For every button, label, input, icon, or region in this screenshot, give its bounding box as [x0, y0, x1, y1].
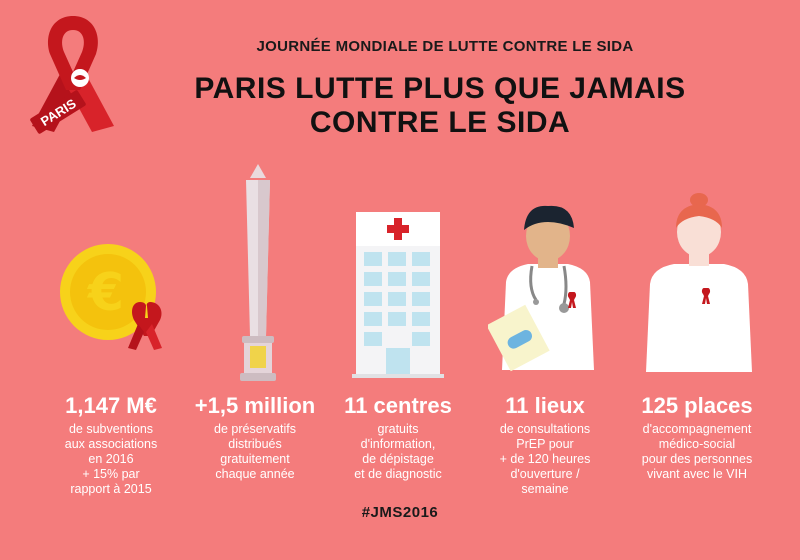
stat-value: 1,147 M€: [65, 393, 157, 418]
title-line-1: PARIS LUTTE PLUS QUE JAMAIS: [194, 72, 686, 105]
stat-subsidies: 1,147 M€ de subventions aux associations…: [36, 392, 186, 497]
hospital-icon: [352, 212, 444, 378]
stat-value: 11 centres: [344, 393, 452, 418]
svg-text:€: €: [87, 263, 124, 323]
stat-value: +1,5 million: [194, 393, 316, 418]
nurse-icon: [646, 193, 752, 372]
red-ribbon-logo-icon: PARIS: [30, 16, 114, 134]
page-subtitle: JOURNÉE MONDIALE DE LUTTE CONTRE LE SIDA: [256, 38, 634, 55]
doctor-icon: [488, 205, 594, 372]
euro-coin-icon: €: [60, 244, 162, 350]
stat-value: 11 lieux: [505, 393, 585, 418]
stat-places: 125 places d'accompagnement médico-socia…: [622, 392, 772, 482]
obelisk-icon: [240, 164, 276, 381]
stat-description: d'accompagnement médico-social pour des …: [641, 422, 753, 481]
stat-value: 125 places: [641, 393, 753, 418]
stat-description: de consultations PrEP pour + de 120 heur…: [499, 422, 591, 496]
page-title: PARIS LUTTE PLUS QUE JAMAIS CONTRE LE SI…: [120, 72, 760, 140]
stat-description: de préservatifs distribués gratuitement …: [214, 422, 296, 481]
stat-condoms: +1,5 million de préservatifs distribués …: [180, 392, 330, 482]
stat-centres: 11 centres gratuits d'information, de dé…: [323, 392, 473, 482]
title-line-2: CONTRE LE SIDA: [309, 106, 571, 139]
stat-description: gratuits d'information, de dépistage et …: [354, 422, 442, 481]
stat-description: de subventions aux associations en 2016 …: [64, 422, 158, 496]
hashtag: #JMS2016: [361, 504, 439, 521]
stat-prep-sites: 11 lieux de consultations PrEP pour + de…: [470, 392, 620, 497]
